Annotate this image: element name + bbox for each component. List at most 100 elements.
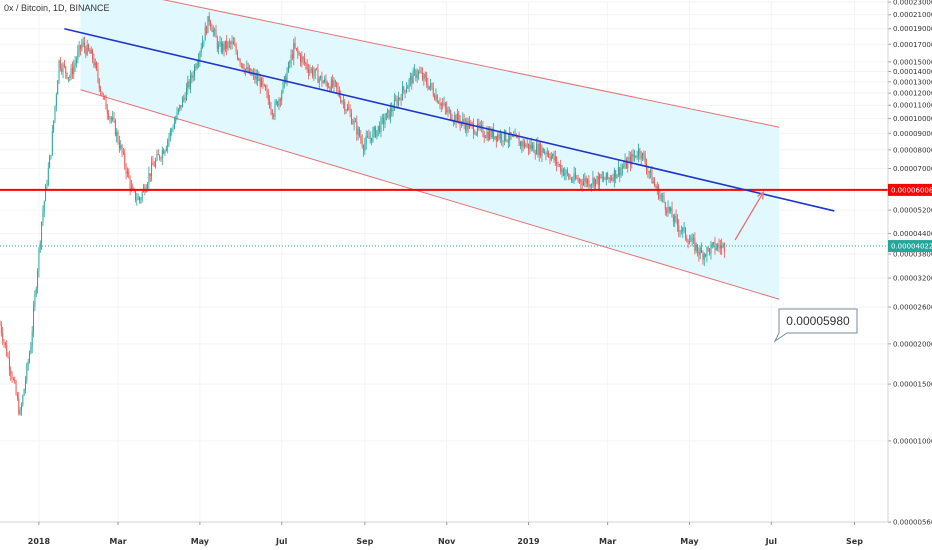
candle-body	[420, 72, 422, 74]
candle-body	[191, 74, 193, 78]
candle-body	[231, 41, 233, 44]
candle-body	[674, 215, 676, 222]
candle-body	[326, 82, 328, 88]
candle-body	[635, 155, 637, 158]
candle-body	[223, 43, 225, 50]
candle-body	[86, 44, 88, 55]
candle-body	[82, 42, 84, 44]
candle-body	[54, 105, 56, 121]
candle-body	[204, 26, 206, 41]
candle-body	[218, 45, 220, 49]
candle-body	[291, 54, 293, 59]
candle-body	[190, 74, 191, 88]
y-tick-label: 0.00015000	[893, 58, 932, 66]
candle-body	[599, 174, 601, 185]
candle-body	[196, 63, 198, 69]
candle-body	[475, 132, 477, 135]
candle-body	[216, 37, 218, 49]
candle-body	[254, 73, 256, 80]
candle-body	[397, 97, 399, 106]
candle-body	[407, 86, 409, 89]
candle-body	[357, 128, 359, 135]
candle-body	[660, 195, 662, 197]
candle-body	[368, 136, 370, 139]
candle-body	[93, 58, 95, 66]
candle-body	[286, 71, 288, 84]
candle-body	[464, 123, 466, 131]
candle-body	[513, 135, 515, 137]
candle-body	[454, 115, 456, 122]
candle-body	[545, 152, 547, 155]
candle-body	[621, 167, 623, 169]
candle-body	[438, 102, 440, 104]
candle-body	[558, 164, 560, 166]
candle-body	[620, 168, 622, 176]
candle-body	[214, 29, 216, 31]
candle-body	[301, 56, 303, 63]
candle-body	[333, 80, 335, 87]
candle-body	[383, 117, 385, 125]
candle-body	[11, 374, 13, 379]
candle-body	[147, 184, 149, 189]
candle-body	[314, 68, 316, 74]
candle-body	[695, 244, 697, 251]
candle-body	[350, 113, 352, 124]
candle-body	[447, 110, 449, 113]
candle-body	[126, 171, 128, 174]
candle-body	[556, 157, 558, 165]
candle-body	[61, 68, 63, 72]
candle-body	[271, 110, 273, 116]
candle-body	[503, 130, 505, 142]
candle-body	[172, 128, 174, 130]
candle-body	[576, 178, 578, 180]
candle-body	[77, 51, 79, 60]
candle-body	[250, 68, 252, 75]
candle-body	[548, 152, 550, 157]
candle-body	[426, 77, 428, 85]
candle-body	[643, 152, 645, 157]
candle-body	[552, 154, 554, 157]
candle-body	[711, 243, 713, 246]
candle-body	[70, 67, 72, 78]
candle-body	[59, 60, 61, 69]
candle-body	[506, 140, 508, 142]
symbol-title: 0x / Bitcoin, 1D, BINANCE	[4, 3, 110, 13]
candle-body	[37, 270, 39, 289]
candle-body	[33, 307, 35, 332]
candle-body	[603, 177, 605, 180]
candle-body	[102, 95, 104, 97]
y-tick-label: 0.00003800	[893, 250, 932, 258]
candle-body	[409, 76, 411, 80]
candle-body	[684, 227, 686, 238]
candle-body	[625, 160, 627, 169]
channel-upper-line	[162, 0, 780, 128]
candle-body	[96, 62, 98, 69]
candle-body	[561, 168, 563, 172]
y-tick-label: 0.00009000	[893, 130, 932, 138]
candle-body	[149, 173, 151, 177]
candle-body	[122, 152, 124, 154]
candle-body	[195, 66, 197, 69]
candle-body	[71, 67, 73, 75]
candle-body	[706, 247, 708, 257]
candle-body	[436, 95, 438, 103]
candle-body	[38, 248, 40, 271]
candle-body	[210, 21, 212, 28]
candle-body	[588, 179, 590, 187]
candle-body	[279, 99, 281, 101]
candle-body	[141, 191, 143, 199]
candle-body	[448, 110, 450, 111]
candle-body	[546, 152, 548, 155]
candle-body	[403, 86, 405, 90]
candle-body	[600, 174, 602, 178]
candle-body	[306, 63, 308, 70]
candle-body	[682, 227, 684, 232]
candle-body	[495, 136, 497, 141]
candle-body	[171, 129, 173, 131]
candle-body	[580, 179, 582, 183]
candle-body	[486, 131, 488, 138]
candle-body	[183, 97, 185, 99]
candle-body	[664, 202, 666, 210]
